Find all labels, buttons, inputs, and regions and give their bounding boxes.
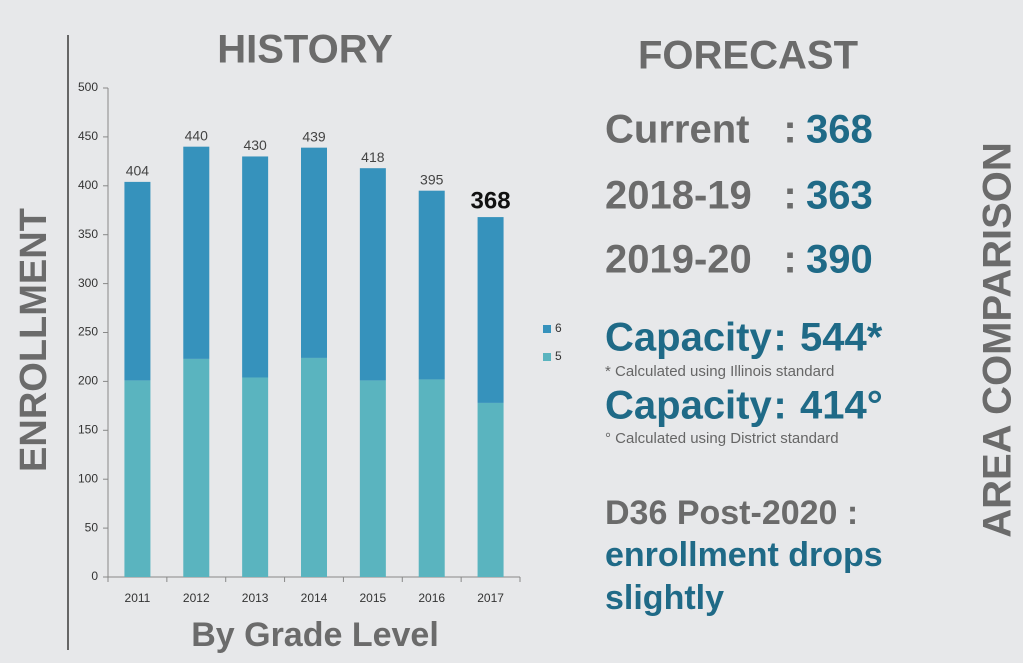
x-tick-label: 2015 <box>360 591 387 605</box>
forecast-title: FORECAST <box>638 34 858 78</box>
capacity-separator: : <box>773 316 786 360</box>
y-tick-label: 100 <box>78 471 98 485</box>
outlook-line: enrollment drops <box>605 536 883 574</box>
legend-swatch <box>543 325 551 333</box>
forecast-value: 363 <box>806 174 873 218</box>
y-tick-label: 50 <box>85 520 99 534</box>
y-tick-label: 0 <box>91 569 98 583</box>
total-label: 395 <box>420 171 444 187</box>
legend-label: 5 <box>555 349 562 363</box>
bar-segment <box>301 147 327 358</box>
forecast-value: 390 <box>806 238 873 282</box>
forecast-separator: : <box>783 108 796 152</box>
capacity-value: 414° <box>800 384 883 428</box>
capacity-note: * Calculated using Illinois standard <box>605 363 834 380</box>
y-tick-label: 300 <box>78 276 98 290</box>
total-label: 440 <box>185 127 209 143</box>
bar-segment <box>242 156 269 378</box>
y-axis-label: ENROLLMENT <box>13 208 55 472</box>
capacity-label: Capacity <box>605 384 772 428</box>
bar-segment <box>242 377 269 577</box>
forecast-label: 2019-20 <box>605 238 752 282</box>
y-tick-label: 150 <box>78 422 98 436</box>
bar-segment <box>418 379 445 577</box>
y-tick-label: 350 <box>78 227 98 241</box>
x-tick-label: 2017 <box>477 591 504 605</box>
outlook-heading: D36 Post-2020 : <box>605 494 858 532</box>
bar-segment <box>359 168 386 381</box>
legend-label: 6 <box>555 321 562 335</box>
bar-segment <box>359 380 386 577</box>
total-label: 368 <box>471 187 511 214</box>
forecast-label: Current <box>605 108 749 152</box>
x-axis-label: By Grade Level <box>191 616 439 654</box>
capacity-value: 544* <box>800 316 883 360</box>
capacity-label: Capacity <box>605 316 772 360</box>
bar-segment <box>418 190 445 380</box>
outlook-line: slightly <box>605 579 724 617</box>
forecast-separator: : <box>783 174 796 218</box>
y-tick-label: 250 <box>78 325 98 339</box>
total-label: 404 <box>126 163 150 179</box>
side-label: AREA COMPARISON <box>976 142 1020 538</box>
forecast-value: 368 <box>806 108 873 152</box>
capacity-separator: : <box>773 384 786 428</box>
x-tick-label: 2014 <box>301 591 328 605</box>
total-label: 439 <box>302 128 326 144</box>
x-tick-label: 2012 <box>183 591 210 605</box>
capacity-note: ° Calculated using District standard <box>605 430 839 447</box>
bar-segment <box>477 217 504 403</box>
bar-segment <box>301 357 327 577</box>
bar-segment <box>124 181 151 381</box>
x-tick-label: 2013 <box>242 591 269 605</box>
y-tick-label: 400 <box>78 178 98 192</box>
bar-segment <box>124 380 151 577</box>
bar-segment <box>183 358 210 577</box>
bar-segment <box>183 146 210 359</box>
y-tick-label: 500 <box>78 80 98 94</box>
total-label: 418 <box>361 149 385 165</box>
x-tick-label: 2011 <box>125 591 151 605</box>
forecast-separator: : <box>783 238 796 282</box>
chart-title: HISTORY <box>217 28 393 72</box>
total-label: 430 <box>243 137 267 153</box>
legend-swatch <box>543 353 551 361</box>
forecast-label: 2018-19 <box>605 174 752 218</box>
y-tick-label: 450 <box>78 129 98 143</box>
bar-segment <box>477 402 504 577</box>
y-tick-label: 200 <box>78 374 98 388</box>
x-tick-label: 2016 <box>418 591 445 605</box>
